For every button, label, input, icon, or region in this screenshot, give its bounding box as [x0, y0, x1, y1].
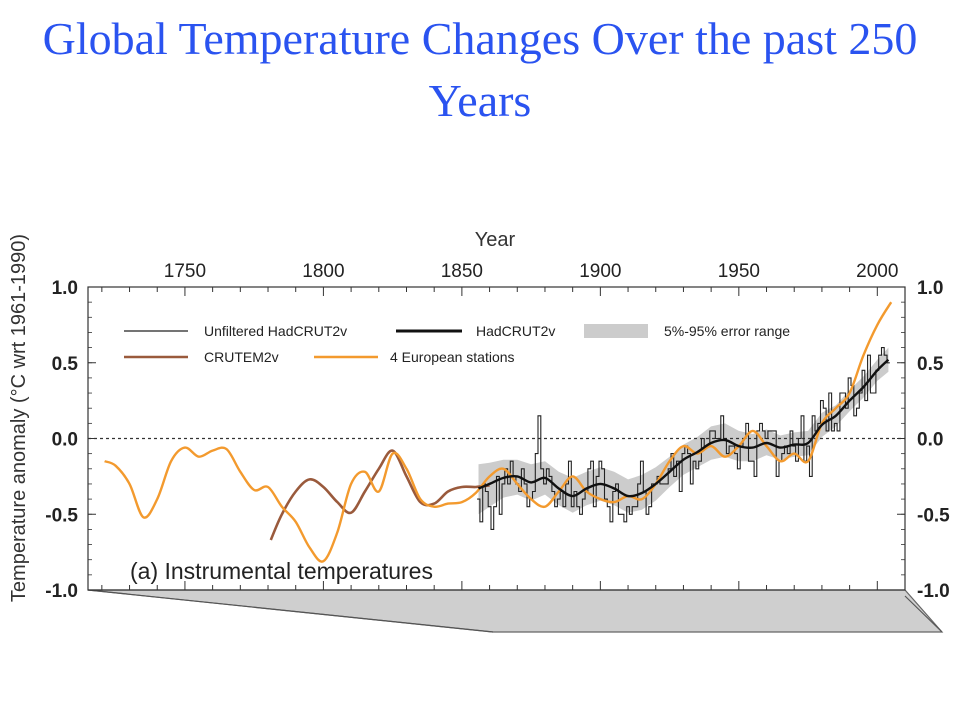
y-axis-title: Temperature anomaly (°C wrt 1961-1990) — [8, 234, 30, 602]
x-tick-label: 1850 — [441, 261, 483, 282]
y-tick-label-right: -0.5 — [917, 505, 950, 526]
x-tick-label: 1950 — [718, 261, 760, 282]
plot-area — [88, 301, 905, 563]
series-unfiltered-hadcrut2v — [477, 347, 890, 530]
legend: Unfiltered HadCRUT2v HadCRUT2v 5%-95% erro… — [124, 323, 790, 365]
series-crutem2v — [269, 449, 490, 541]
perspective-base — [87, 589, 944, 633]
y-tick-label-right: 0.0 — [917, 430, 943, 451]
y-tick-label-left: 0.0 — [52, 430, 78, 451]
legend-swatch-5-95-error-range — [584, 324, 648, 338]
y-tick-label-left: 0.5 — [52, 354, 79, 375]
legend-label-5-95-error-range: 5%-95% error range — [664, 323, 790, 339]
legend-label-unfiltered-hadcrut2v: Unfiltered HadCRUT2v — [204, 323, 347, 339]
y-tick-label-left: -1.0 — [45, 581, 78, 602]
y-tick-label-right: 1.0 — [917, 278, 943, 299]
legend-label-crutem2v: CRUTEM2v — [204, 349, 279, 365]
slide-title: Global Temperature Changes Over the past… — [42, 13, 918, 126]
y-tick-label-left: -0.5 — [45, 505, 78, 526]
y-tick-label-right: 0.5 — [917, 354, 944, 375]
series-hadcrut2v — [478, 358, 890, 498]
x-tick-label: 1900 — [579, 261, 621, 282]
y-tick-label-right: -1.0 — [917, 581, 950, 602]
axes: 1750 1800 1850 1900 1950 2000 1.0 1.0 0.5 0.5 0.0 0… — [45, 261, 950, 602]
x-tick-label: 1750 — [164, 261, 206, 282]
panel-label: (a) Instrumental temperatures — [130, 558, 433, 584]
perspective-edge-left — [87, 589, 494, 633]
legend-label-hadcrut2v: HadCRUT2v — [476, 323, 555, 339]
x-tick-label: 2000 — [856, 261, 898, 282]
x-tick-label: 1800 — [302, 261, 344, 282]
series-european-stations — [104, 301, 893, 563]
perspective-edge-right — [904, 595, 943, 633]
y-tick-label-left: 1.0 — [52, 278, 78, 299]
x-axis-title: Year — [475, 229, 516, 251]
legend-label-4-european-stations: 4 European stations — [390, 349, 515, 365]
